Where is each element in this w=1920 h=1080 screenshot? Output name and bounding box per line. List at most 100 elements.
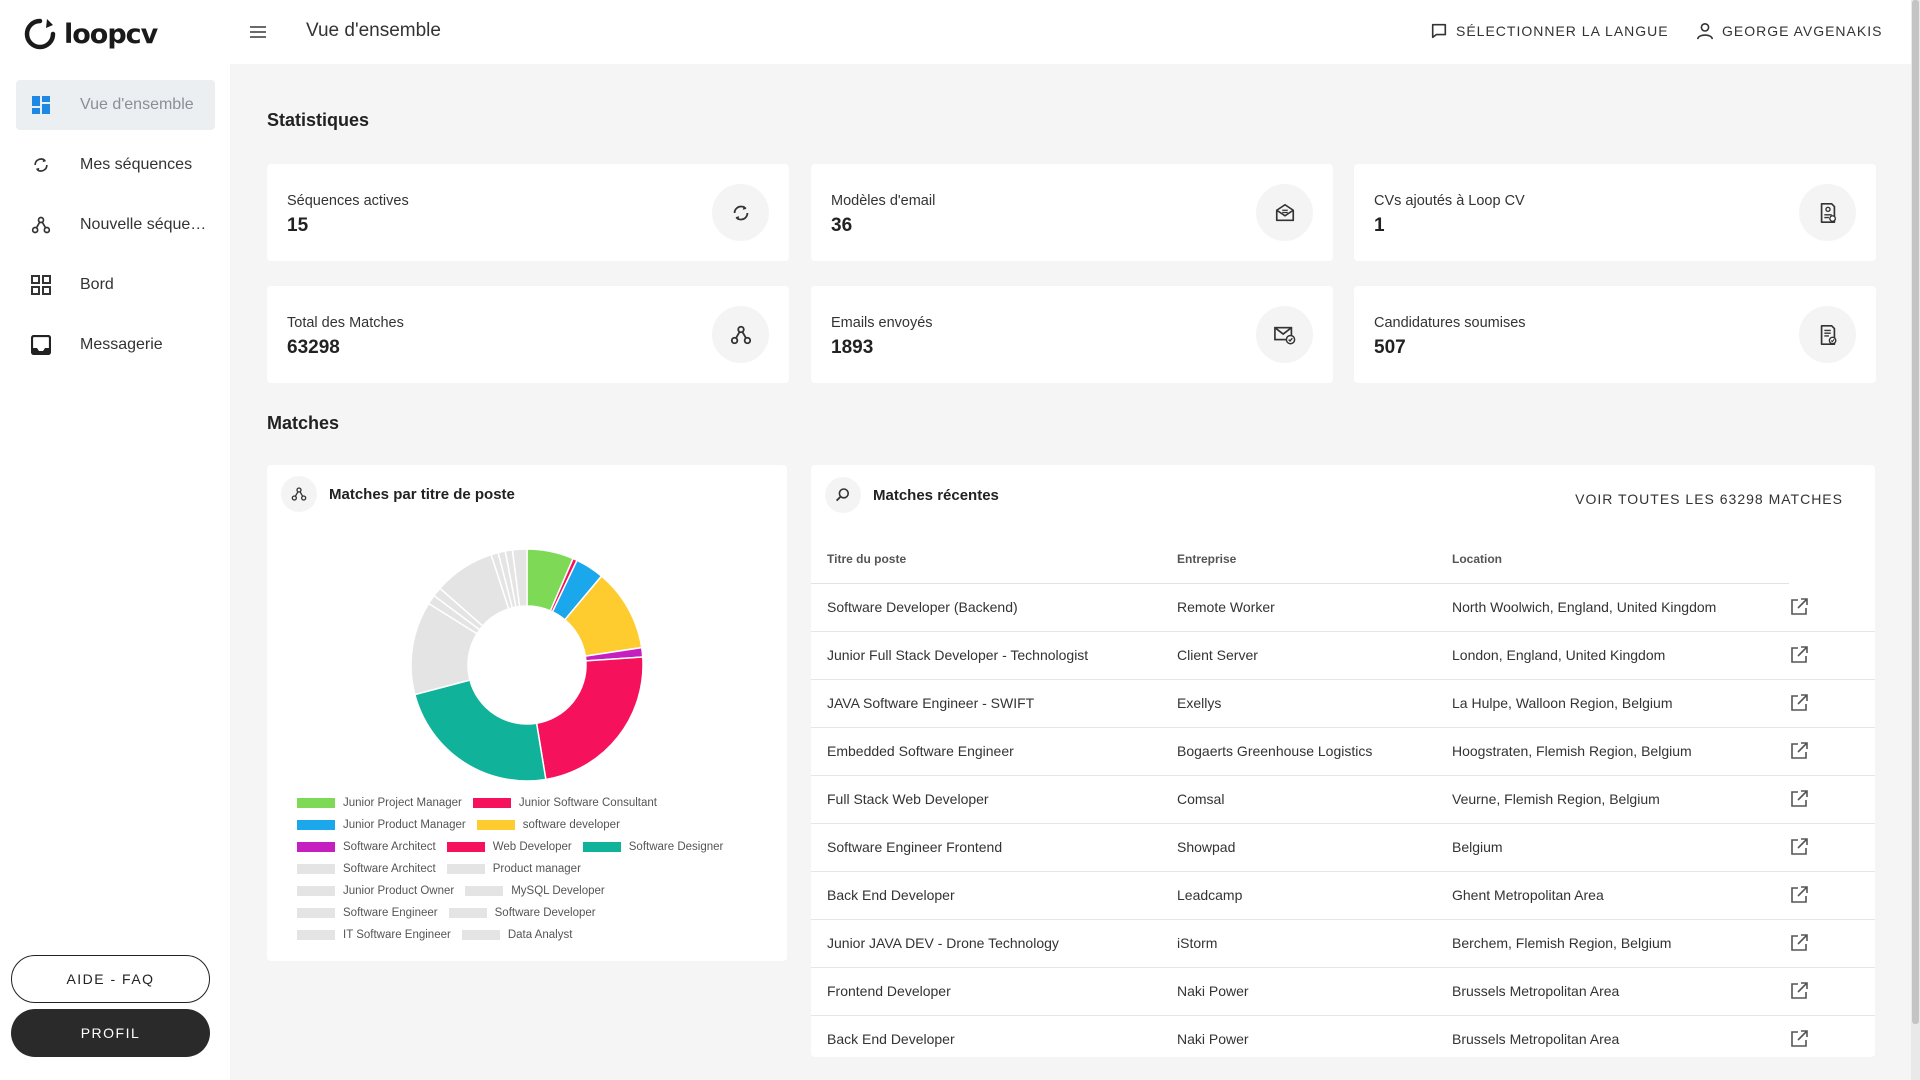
legend-swatch	[461, 930, 500, 940]
table-row[interactable]: Embedded Software Engineer Bogaerts Green…	[811, 727, 1875, 776]
table-row[interactable]: Software Developer (Backend) Remote Worke…	[811, 583, 1875, 632]
location-cell: Belgium	[1436, 823, 1789, 872]
legend-swatch	[582, 842, 621, 852]
open-external-icon[interactable]	[1789, 583, 1875, 632]
legend-row: Junior Product Owner MySQL Developer	[297, 880, 777, 902]
legend-swatch	[472, 798, 511, 808]
company-cell: iStorm	[1161, 919, 1436, 968]
legend-label: Junior Product Owner	[343, 885, 455, 897]
recent-matches-title: Matches récentes	[873, 486, 999, 504]
sidebar-item-overview[interactable]: Vue d'ensemble	[16, 80, 215, 130]
stats-section-title: Statistiques	[267, 110, 370, 130]
donut-slice[interactable]	[535, 656, 644, 781]
recent-matches-panel: Matches récentes VOIR TOUTES LES 63298 M…	[811, 465, 1875, 1057]
profile-button[interactable]: PROFIL	[11, 1009, 210, 1057]
open-external-icon[interactable]	[1789, 967, 1875, 1016]
matches-section-title: Matches	[267, 413, 340, 433]
legend-item[interactable]: Junior Product Manager	[297, 819, 466, 831]
table-row[interactable]: Full Stack Web Developer Comsal Veurne, Fl…	[811, 775, 1875, 824]
job-title-cell: Software Developer (Backend)	[811, 583, 1161, 632]
location-cell: Veurne, Flemish Region, Belgium	[1436, 775, 1789, 824]
stat-label: Modèles d'email	[831, 193, 936, 209]
table-row[interactable]: Junior Full Stack Developer - Technologi…	[811, 631, 1875, 680]
table-row[interactable]: JAVA Software Engineer - SWIFT Exellys La …	[811, 679, 1875, 728]
open-external-icon[interactable]	[1789, 679, 1875, 728]
legend-item[interactable]: Product manager	[446, 863, 581, 875]
sidebar-item-label: Mes séquences	[80, 156, 193, 173]
page-scrollbar[interactable]	[1911, 0, 1920, 1080]
stat-value: 1	[1374, 215, 1385, 236]
location-cell: Brussels Metropolitan Area	[1452, 1031, 1620, 1048]
legend-swatch	[476, 820, 515, 830]
stat-value: 15	[287, 215, 309, 236]
open-external-icon[interactable]	[1789, 775, 1875, 824]
legend-item[interactable]: Junior Product Owner	[297, 885, 454, 897]
user-menu-button[interactable]: GEORGE AVGENAKIS	[1696, 22, 1882, 40]
language-label: SÉLECTIONNER LA LANGUE	[1456, 23, 1669, 39]
stat-value: 507	[1374, 337, 1406, 358]
location-cell: Berchem, Flemish Region, Belgium	[1436, 919, 1789, 968]
legend-item[interactable]: IT Software Engineer	[297, 929, 451, 941]
help-faq-button[interactable]: AIDE - FAQ	[11, 955, 210, 1003]
table-row[interactable]: Back End Developer Leadcamp Ghent Metropol…	[811, 871, 1875, 920]
scrollbar-thumb[interactable]	[1912, 0, 1919, 1024]
legend-label: Junior Software Consultant	[518, 797, 657, 809]
stat-card-emails-sent: Emails envoyés 1893	[811, 286, 1333, 383]
email-sent-icon	[1256, 306, 1313, 363]
user-name: GEORGE AVGENAKIS	[1722, 23, 1883, 39]
donut-slice[interactable]	[413, 679, 547, 782]
stat-card-total-matches: Total des Matches 63298	[267, 286, 789, 383]
legend-label: software developer	[522, 819, 620, 831]
donut-slice[interactable]	[511, 548, 528, 608]
table-row[interactable]: Software Engineer Frontend Showpad Belgium	[811, 823, 1875, 872]
menu-icon[interactable]	[246, 20, 270, 44]
sidebar-item-label: Nouvelle séquence	[80, 216, 210, 233]
table-row[interactable]: Frontend Developer Naki Power Brussels Met…	[811, 967, 1875, 1016]
column-header-company: Entreprise	[1161, 535, 1436, 584]
legend-item[interactable]: MySQL Developer	[465, 885, 605, 897]
location-cell: London, England, United Kingdom	[1436, 631, 1789, 680]
legend-item[interactable]: Software Developer	[448, 907, 596, 919]
open-external-icon[interactable]	[1789, 727, 1875, 776]
legend-item[interactable]: Software Designer	[582, 841, 723, 853]
language-selector-button[interactable]: SÉLECTIONNER LA LANGUE	[1430, 22, 1669, 40]
legend-item[interactable]: Junior Project Manager	[297, 797, 462, 809]
chart-legend: Junior Project Manager Junior Software Co…	[297, 792, 777, 946]
sidebar-nav: Vue d'ensemble Mes séquences Nouvelle sé…	[16, 80, 215, 380]
company-cell: Client Server	[1161, 631, 1436, 680]
chart-panel-header: Matches par titre de poste	[281, 476, 515, 512]
sidebar-item-sequences[interactable]: Mes séquences	[16, 140, 215, 190]
sidebar-item-board[interactable]: Bord	[16, 260, 215, 310]
legend-item[interactable]: Data Analyst	[461, 929, 572, 941]
legend-swatch	[297, 864, 335, 874]
open-external-icon[interactable]	[1789, 823, 1875, 872]
open-external-icon[interactable]	[1789, 631, 1875, 680]
table-row[interactable]: Junior JAVA DEV - Drone Technology iStorm…	[811, 919, 1875, 968]
open-external-icon[interactable]	[1789, 919, 1875, 968]
stat-card-email-templates: Modèles d'email 36	[811, 164, 1333, 261]
company-cell: Naki Power	[1161, 967, 1436, 1016]
legend-label: Software Developer	[494, 907, 596, 919]
view-all-matches-link[interactable]: VOIR TOUTES LES 63298 MATCHES	[1575, 491, 1843, 507]
logo-text: loopcv	[64, 18, 158, 50]
open-external-icon[interactable]	[1789, 1015, 1875, 1063]
stat-value: 1893	[831, 337, 874, 358]
hub-icon	[281, 476, 317, 512]
hub-icon	[712, 306, 769, 363]
legend-item[interactable]: Junior Software Consultant	[472, 797, 657, 809]
job-title-cell: JAVA Software Engineer - SWIFT	[811, 679, 1161, 728]
job-title-cell: Junior JAVA DEV - Drone Technology	[811, 919, 1161, 968]
open-external-icon[interactable]	[1789, 871, 1875, 920]
sidebar-item-messaging[interactable]: Messagerie	[16, 320, 215, 370]
legend-item[interactable]: Web Developer	[446, 841, 572, 853]
table-row[interactable]: Back End Developer Naki Power Brussels Met…	[811, 1015, 1875, 1063]
logo[interactable]: loopcv	[22, 14, 158, 54]
legend-item[interactable]: Software Architect	[297, 841, 436, 853]
sidebar-item-new-sequence[interactable]: Nouvelle séquence	[16, 200, 215, 250]
legend-swatch	[465, 886, 504, 896]
company-cell: Showpad	[1161, 823, 1436, 872]
legend-item[interactable]: software developer	[476, 819, 620, 831]
company-cell: Remote Worker	[1161, 583, 1436, 632]
legend-item[interactable]: Software Engineer	[297, 907, 438, 919]
legend-item[interactable]: Software Architect	[297, 863, 436, 875]
